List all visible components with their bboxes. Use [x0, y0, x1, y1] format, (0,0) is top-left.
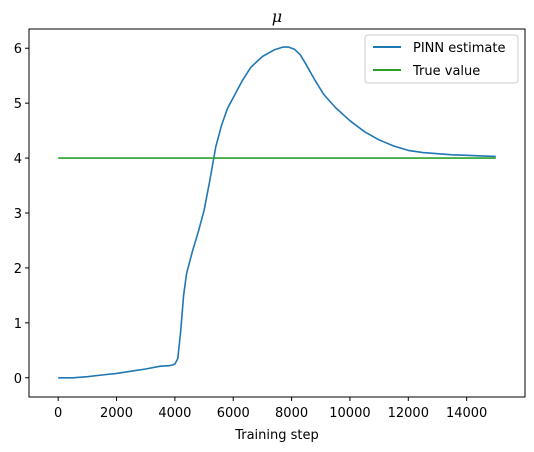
x-tick-label: 4000 [158, 406, 191, 421]
y-tick-label: 6 [14, 42, 22, 57]
x-axis-ticks: 0 2000 4000 6000 8000 10000 12000 14000 [54, 397, 487, 421]
x-tick-label: 10000 [329, 406, 370, 421]
legend-label-pinn-estimate: PINN estimate [413, 41, 505, 56]
y-tick-label: 0 [14, 372, 22, 387]
x-tick-label: 2000 [100, 406, 133, 421]
plot-series [58, 47, 496, 378]
legend-label-true-value: True value [412, 64, 480, 79]
x-tick-label: 0 [54, 406, 62, 421]
x-tick-label: 12000 [388, 406, 429, 421]
y-tick-label: 3 [14, 207, 22, 222]
x-tick-label: 6000 [217, 406, 250, 421]
y-axis-ticks: 0 1 2 3 4 5 6 [14, 42, 29, 387]
y-tick-label: 2 [14, 262, 22, 277]
plot-frame [29, 29, 525, 397]
series-line-pinn-estimate [58, 47, 496, 378]
y-tick-label: 1 [14, 317, 22, 332]
chart-title: μ [272, 7, 282, 26]
x-tick-label: 8000 [275, 406, 308, 421]
y-tick-label: 4 [14, 152, 22, 167]
legend: PINN estimate True value [365, 35, 518, 83]
x-axis-title: Training step [234, 428, 319, 443]
y-tick-label: 5 [14, 97, 22, 112]
x-tick-label: 14000 [446, 406, 487, 421]
